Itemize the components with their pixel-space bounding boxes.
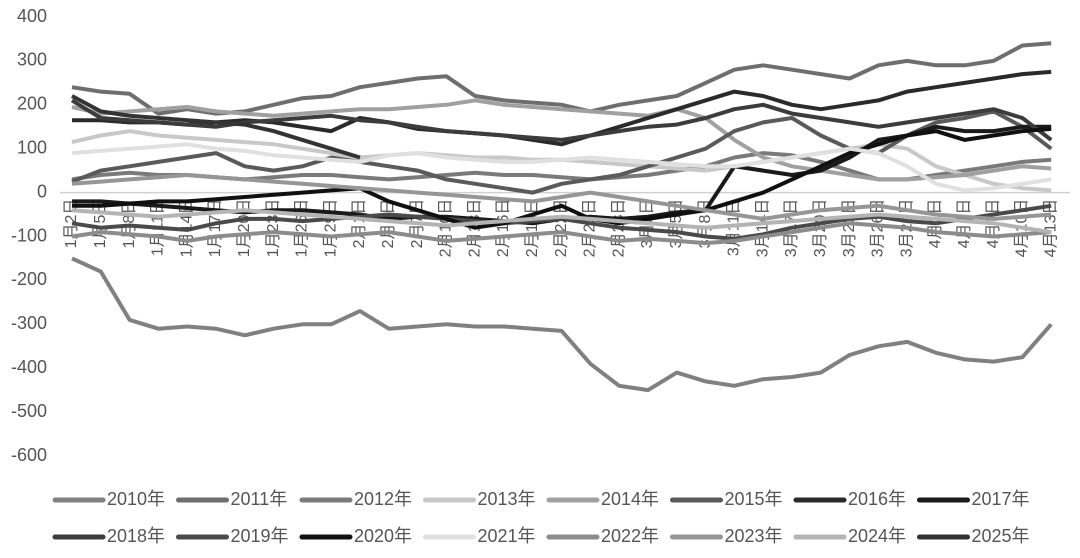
legend-item: 2017年 <box>917 489 1030 509</box>
series-line <box>72 69 1052 147</box>
legend-label: 2017年 <box>972 489 1030 509</box>
series-line <box>71 208 1052 235</box>
x-tick-label: 2月22日 <box>553 199 570 258</box>
legend-label: 2018年 <box>107 526 165 546</box>
legend-item: 2012年 <box>299 489 412 509</box>
legend-item: 2021年 <box>423 526 536 546</box>
legend-label: 2012年 <box>354 489 412 509</box>
y-tick-label: 300 <box>17 50 47 70</box>
x-tick-label: 1月29日 <box>322 199 339 258</box>
x-tick-label: 3月23日 <box>841 199 858 258</box>
x-tick-label: 2月19日 <box>524 199 541 258</box>
legend-label: 2016年 <box>848 489 906 509</box>
y-tick-label: -100 <box>11 225 47 245</box>
series-line <box>71 256 1053 393</box>
series-line <box>71 173 1052 221</box>
legend-item: 2015年 <box>670 489 783 509</box>
y-tick-label: 200 <box>17 94 47 114</box>
legend-label: 2022年 <box>601 526 659 546</box>
x-tick-label: 2月4日 <box>380 199 397 249</box>
series-line <box>72 126 1052 230</box>
series-line <box>71 203 1052 241</box>
legend-item: 2023年 <box>670 526 783 546</box>
legend-item: 2024年 <box>793 526 906 546</box>
x-tick-label: 3月14日 <box>754 199 771 258</box>
y-tick-label: -400 <box>11 357 47 377</box>
x-tick-label: 1月26日 <box>294 199 311 258</box>
legend-label: 2010年 <box>107 489 165 509</box>
legend-item: 2018年 <box>52 526 165 546</box>
legend-item: 2019年 <box>176 526 289 546</box>
legend-item: 2013年 <box>423 489 536 509</box>
legend-label: 2020年 <box>354 526 412 546</box>
legend-label: 2024年 <box>848 526 906 546</box>
y-tick-label: -300 <box>11 313 47 333</box>
legend-item: 2020年 <box>299 526 412 546</box>
legend-label: 2013年 <box>478 489 536 509</box>
legend-label: 2023年 <box>725 526 783 546</box>
legend-item: 2010年 <box>52 489 165 509</box>
legend-item: 2016年 <box>793 489 906 509</box>
legend-label: 2014年 <box>601 489 659 509</box>
legend-item: 2022年 <box>546 526 659 546</box>
series-line <box>71 98 1052 182</box>
series-line <box>71 41 1052 116</box>
series-line <box>71 142 1052 193</box>
legend-item: 2014年 <box>546 489 659 509</box>
x-tick-label: 2月1日 <box>351 199 368 249</box>
series-line <box>71 94 361 160</box>
series-line <box>71 109 1053 195</box>
x-tick-label: 2月16日 <box>495 199 512 258</box>
legend-label: 2019年 <box>231 526 289 546</box>
x-tick-label: 2月25日 <box>582 199 599 258</box>
legend-item: 2011年 <box>176 489 288 509</box>
legend-item: 2025年 <box>917 526 1030 546</box>
legend-label: 2025年 <box>972 526 1030 546</box>
x-tick-label: 1月23日 <box>265 199 282 258</box>
x-tick-label: 1月20日 <box>236 199 253 258</box>
y-tick-label: -500 <box>11 401 47 421</box>
y-tick-label: 100 <box>17 137 47 157</box>
legend-label: 2011年 <box>231 489 288 509</box>
x-tick-label: 1月17日 <box>207 199 224 258</box>
legend-label: 2015年 <box>725 489 783 509</box>
legend-label: 2021年 <box>478 526 536 546</box>
y-tick-label: -600 <box>11 445 47 465</box>
y-tick-label: 400 <box>17 6 47 26</box>
y-tick-label: -200 <box>11 269 47 289</box>
y-tick-label: 0 <box>37 181 47 201</box>
x-tick-label: 2月10日 <box>438 199 455 258</box>
series-line <box>71 221 1052 246</box>
